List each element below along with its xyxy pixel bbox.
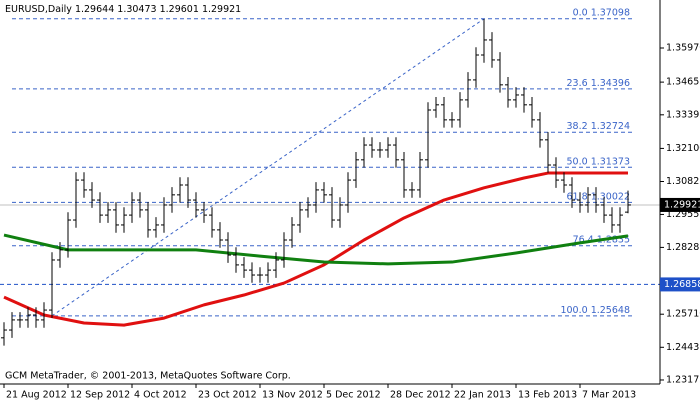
y-tick-label: 1.34655 <box>666 77 700 88</box>
y-tick-label: 1.23175 <box>666 374 700 385</box>
x-tick-label: 28 Dec 2012 <box>390 390 451 401</box>
y-tick-label: 1.29555 <box>666 209 700 220</box>
open: 1.29644 <box>75 4 114 15</box>
fibo-label: 61.8 1.30022 <box>567 191 630 202</box>
fibo-label: 23.6 1.34396 <box>567 77 630 88</box>
fibo-label: 76.4 1.2835 <box>573 234 630 245</box>
bid-box <box>660 197 700 212</box>
fibo-price: 1.25648 <box>591 304 630 315</box>
fibo-level-name: 38.2 <box>567 121 588 132</box>
y-tick-label: 1.35970 <box>666 43 700 54</box>
bars: 0.0 1.37098 23.6 1.34396 38.2 1.32724 50.0 … <box>0 7 660 346</box>
y-tick-label: 1.25710 <box>666 309 700 320</box>
x-tick-label: 22 Jan 2013 <box>454 390 511 401</box>
header: EURUSD,Daily 1.29644 1.30473 1.29601 1.2… <box>5 4 241 15</box>
symbol: EURUSD,Daily <box>5 4 72 15</box>
fibo-price: 1.32724 <box>591 121 630 132</box>
y-tick-label: 1.24435 <box>666 342 700 353</box>
x-tick-label: 5 Dec 2012 <box>326 390 381 401</box>
fibo-label: 38.2 1.32724 <box>567 121 630 132</box>
fibo-price: 1.37098 <box>591 7 630 18</box>
fibo-level-name: 100.0 <box>560 304 587 315</box>
fibo-label: 0.0 1.37098 <box>573 7 630 18</box>
moving-average <box>3 233 629 266</box>
bid-label: 1.29921 <box>664 199 700 210</box>
fibo-label: 50.0 1.31373 <box>567 156 630 167</box>
y-tick-label: 1.33395 <box>666 109 700 120</box>
close: 1.29921 <box>202 4 241 15</box>
x-tick-label: 21 Aug 2012 <box>6 390 67 401</box>
fibo-price: 1.2835 <box>597 234 630 245</box>
fibo-price: 1.31373 <box>591 156 630 167</box>
fibo-level-name: 61.8 <box>567 191 588 202</box>
fibo-level-name: 23.6 <box>567 77 588 88</box>
x-tick-label: 7 Mar 2013 <box>582 390 636 401</box>
fibo-price: 1.34396 <box>591 77 630 88</box>
moving-average <box>3 171 628 327</box>
x-tick-label: 12 Sep 2012 <box>70 390 130 401</box>
y-tick-label: 1.30825 <box>666 176 700 187</box>
fibo-level-name: 0.0 <box>573 7 588 18</box>
h-level-box <box>660 277 700 292</box>
fibo-price: 1.30022 <box>591 191 630 202</box>
low: 1.29601 <box>160 4 199 15</box>
h-level-label: 1.26858 <box>664 279 700 290</box>
fibo-label: 100.0 1.25648 <box>560 304 630 315</box>
x-tick-label: 4 Oct 2012 <box>134 390 187 401</box>
fibo-level-name: 50.0 <box>567 156 588 167</box>
high: 1.30473 <box>117 4 156 15</box>
x-tick-label: 13 Nov 2012 <box>262 390 323 401</box>
fibo-level-name: 76.4 <box>573 234 594 245</box>
y-tick-label: 1.28285 <box>666 242 700 253</box>
x-tick-label: 23 Oct 2012 <box>198 390 257 401</box>
footer: GCM MetaTrader, © 2001-2013, MetaQuotes … <box>5 371 291 382</box>
x-tick-label: 13 Feb 2013 <box>518 390 577 401</box>
y-tick-label: 1.32100 <box>666 143 700 154</box>
